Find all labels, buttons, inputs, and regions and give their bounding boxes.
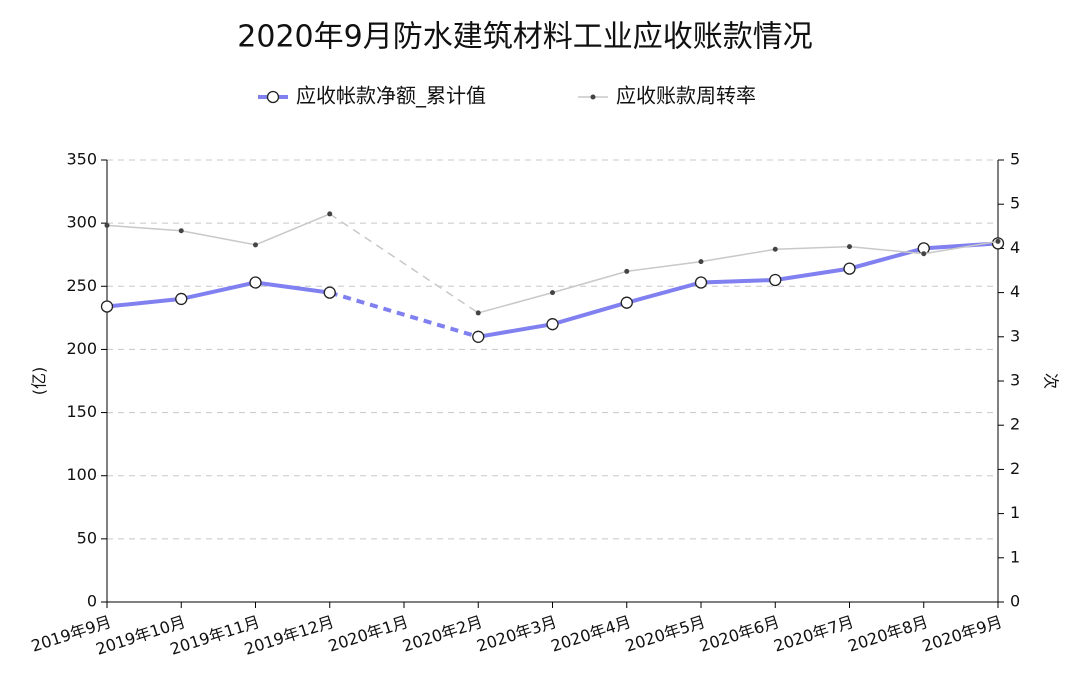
y2-tick-label: 2 [1010,459,1020,478]
point [847,244,852,250]
y-tick-label: 0 [87,592,97,611]
point [475,310,481,316]
point [698,259,704,265]
legend-marker [590,94,596,100]
point [104,222,110,228]
legend-marker [266,90,280,104]
point [769,273,782,287]
x-tick-label: 2020年6月 [697,612,782,656]
legend-label: 应收账款周转率 [616,84,756,108]
point [327,211,333,217]
point [624,268,630,274]
series-line [106,213,331,246]
y2-axis-label: 次 [1042,373,1061,389]
y-tick-label: 200 [66,339,97,358]
gap-connector [329,290,479,339]
point [620,296,633,309]
point [550,290,555,296]
point [178,228,184,234]
point [772,246,778,252]
x-tick-label: 2020年9月 [920,612,1005,656]
y-tick-label: 250 [66,276,97,295]
y2-tick-label: 3 [1010,371,1020,390]
point [995,238,1001,244]
x-tick-label: 2020年3月 [474,612,559,656]
point [100,300,114,313]
point [921,251,927,257]
y-tick-label: 350 [66,150,97,169]
chart-title: 2020年9月防水建筑材料工业应收账款情况 [237,20,812,55]
point [472,330,485,343]
point [253,242,258,248]
y-axis-label: (亿) [30,367,49,396]
series-line [477,241,999,339]
point [323,286,336,299]
y-tick-label: 50 [77,528,97,547]
x-tick-label: 2020年8月 [846,612,931,656]
y2-tick-label: 0 [1010,592,1020,611]
legend-label: 应收帐款净额_累计值 [296,84,486,108]
point [249,276,262,289]
y-tick-label: 150 [66,402,97,421]
x-tick-label: 2020年1月 [326,612,411,656]
series-line [106,280,331,309]
y-tick-label: 300 [66,213,97,232]
point [175,292,188,306]
point [546,318,559,331]
y2-tick-label: 4 [1010,282,1020,301]
point [694,276,708,289]
y2-tick-label: 4 [1010,238,1020,257]
x-tick-label: 2020年2月 [400,612,485,656]
y2-tick-label: 3 [1010,326,1020,345]
y2-tick-label: 5 [1010,150,1020,169]
y-tick-label: 100 [66,465,97,484]
x-tick-label: 2020年5月 [623,612,708,656]
series-line [478,240,999,314]
x-tick-label: 2020年7月 [771,612,856,656]
y2-tick-label: 1 [1010,547,1020,566]
y2-tick-label: 1 [1010,503,1020,522]
y2-tick-label: 5 [1010,194,1020,213]
point [843,262,856,275]
gap-connector [329,213,479,314]
y2-tick-label: 2 [1010,415,1020,434]
x-tick-label: 2020年4月 [549,612,634,656]
